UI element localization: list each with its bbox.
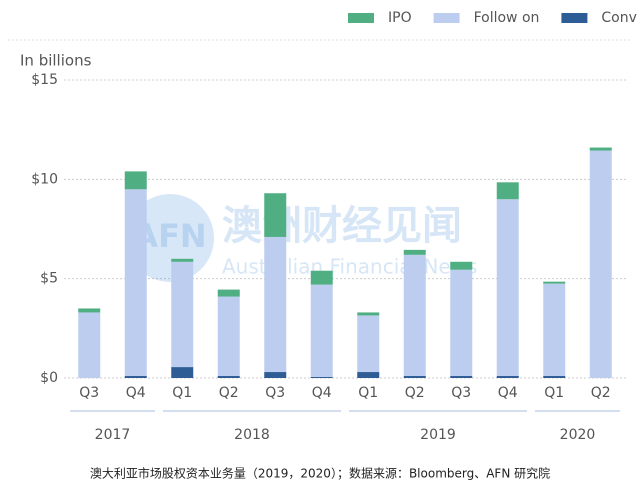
x-tick-label: Q4 — [126, 385, 146, 401]
legend-label: IPO — [388, 10, 412, 26]
watermark: AFN 澳洲财经见闻 Australian Financial News — [126, 194, 477, 282]
legend-swatch — [561, 13, 588, 23]
year-label: 2019 — [420, 427, 456, 443]
x-tick-label: Q3 — [265, 385, 285, 401]
y-axis-label: In billions — [20, 52, 92, 70]
x-tick-label: Q3 — [451, 385, 471, 401]
bar-segment — [543, 283, 566, 377]
watermark-subtitle: Australian Financial News — [222, 255, 477, 279]
bar-segment — [589, 150, 612, 378]
bar-segment — [310, 377, 333, 378]
bar-segment — [78, 308, 101, 313]
bar-segment — [543, 281, 566, 284]
bar-segment — [264, 236, 287, 373]
x-tick-label: Q2 — [591, 385, 611, 401]
bar-segment — [264, 193, 287, 237]
watermark-name: 澳洲财经见闻 — [222, 203, 462, 249]
x-tick-label: Q1 — [544, 385, 564, 401]
year-label: 2018 — [234, 427, 270, 443]
bar-segment — [543, 376, 566, 378]
bar-segment — [403, 254, 426, 377]
x-tick-label: Q2 — [219, 385, 239, 401]
x-tick-label: Q1 — [358, 385, 378, 401]
bar-segment — [78, 312, 101, 378]
bar-segment — [450, 261, 473, 270]
bar-segment — [450, 376, 473, 378]
year-label: 2020 — [560, 427, 596, 443]
legend-label: Follow on — [474, 10, 540, 26]
bar-segment — [496, 376, 519, 378]
bar-segment — [124, 171, 147, 190]
x-tick-label: Q2 — [405, 385, 425, 401]
bar-segment — [496, 199, 519, 377]
bar-segment — [403, 249, 426, 255]
x-tick-label: Q1 — [172, 385, 192, 401]
legend-label: Conv — [601, 10, 637, 26]
bar-segment — [310, 270, 333, 285]
bar-segment — [217, 289, 240, 297]
bar-segment — [171, 367, 194, 378]
bar-segment — [124, 189, 147, 377]
bar-segment — [171, 261, 194, 368]
bar-segment — [171, 258, 194, 262]
bar-segment — [357, 315, 380, 373]
bar-segment — [403, 376, 426, 378]
y-tick-label: $5 — [40, 271, 58, 287]
y-tick-label: $15 — [31, 72, 58, 88]
year-label: 2017 — [95, 427, 131, 443]
bar-segment — [264, 372, 287, 378]
x-tick-label: Q4 — [312, 385, 332, 401]
y-tick-label: $0 — [40, 370, 58, 386]
bar-segment — [217, 296, 240, 377]
bar-segment — [357, 372, 380, 378]
legend-swatch — [348, 13, 374, 23]
caption: 澳大利亚市场股权资本业务量（2019，2020）；数据来源：Bloomberg、… — [90, 466, 550, 481]
bar-segment — [310, 284, 333, 378]
legend-swatch — [433, 13, 460, 23]
x-tick-label: Q4 — [498, 385, 518, 401]
bar-segment — [217, 376, 240, 378]
bar-segment — [357, 312, 380, 316]
bar-segment — [124, 376, 147, 378]
bar-segment — [496, 182, 519, 200]
bar-segment — [589, 147, 612, 151]
x-tick-label: Q3 — [79, 385, 99, 401]
y-tick-label: $10 — [31, 171, 58, 187]
bar-segment — [450, 269, 473, 377]
chart-background — [0, 0, 640, 458]
